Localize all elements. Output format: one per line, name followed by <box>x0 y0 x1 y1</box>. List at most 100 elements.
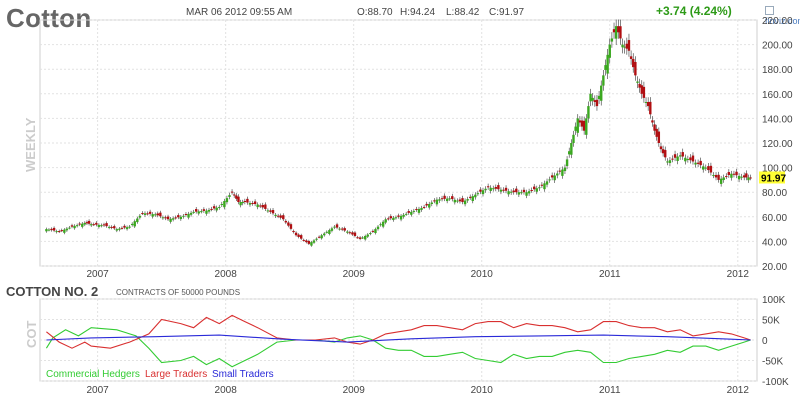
candle <box>570 143 573 155</box>
candle <box>606 54 609 74</box>
candle <box>95 222 98 225</box>
candle <box>251 203 254 205</box>
candle <box>305 240 308 243</box>
close-price: C:91.97 <box>489 7 525 18</box>
candle <box>343 228 346 231</box>
candle <box>189 212 193 215</box>
candle <box>256 204 259 208</box>
candle <box>671 158 674 160</box>
candle <box>572 134 575 143</box>
candle <box>325 231 328 233</box>
candle <box>138 215 142 218</box>
candle <box>642 86 646 98</box>
candle <box>484 188 487 191</box>
candle <box>284 220 288 223</box>
candle <box>381 221 385 227</box>
candle <box>507 191 510 195</box>
candle <box>612 29 616 33</box>
candle <box>576 118 579 133</box>
candle <box>230 191 234 193</box>
candle <box>100 225 103 227</box>
candle <box>463 200 467 205</box>
candle <box>453 199 457 203</box>
candle <box>52 227 56 231</box>
candle <box>276 215 280 217</box>
candle <box>146 213 149 215</box>
candle <box>466 199 469 201</box>
large-traders-line <box>46 314 751 349</box>
candle <box>182 215 185 217</box>
candle <box>50 228 53 231</box>
candle <box>646 102 650 107</box>
candle <box>399 215 403 220</box>
candle <box>164 217 167 219</box>
candle <box>60 230 63 232</box>
candle <box>125 227 129 230</box>
candle <box>87 220 91 224</box>
candle <box>294 232 298 236</box>
candle <box>499 189 503 192</box>
candle <box>610 38 614 42</box>
candle <box>184 213 188 215</box>
candle <box>402 214 405 217</box>
candle <box>110 226 113 228</box>
price-y-tick: 140.00 <box>762 114 793 125</box>
candle <box>458 199 462 202</box>
candle <box>545 181 549 185</box>
candle <box>597 95 601 100</box>
candle <box>346 231 349 233</box>
cot-x-tick: 2007 <box>86 385 109 396</box>
symbol-title: Cotton <box>6 3 92 33</box>
candle <box>392 217 395 221</box>
candle <box>338 228 341 230</box>
candle <box>694 162 697 165</box>
date-time: MAR 06 2012 09:55 AM <box>186 7 293 18</box>
candle <box>653 124 656 131</box>
candle <box>727 172 731 175</box>
candle <box>527 191 531 194</box>
candle <box>282 215 285 220</box>
candle <box>123 225 126 228</box>
candle <box>207 209 211 212</box>
candle <box>235 195 238 199</box>
candle <box>451 196 454 200</box>
candle <box>686 158 690 160</box>
cot-chart: -100K -50K 0 50K 100K 2007 2008 2009 2010 2011 20… <box>39 295 789 396</box>
candle <box>397 215 400 217</box>
legend-commercial: Commercial Hedgers <box>46 369 140 380</box>
candle <box>649 101 652 115</box>
candle <box>366 234 369 237</box>
candle <box>55 231 58 233</box>
candle <box>225 198 229 203</box>
price-x-tick: 2012 <box>727 269 750 280</box>
candle <box>749 177 752 179</box>
candle <box>374 229 377 234</box>
candle <box>410 211 413 215</box>
candle <box>174 217 177 219</box>
candle <box>471 196 474 202</box>
candle <box>456 200 459 202</box>
candle <box>591 97 594 101</box>
price-y-tick: 160.00 <box>762 90 793 101</box>
candle <box>118 228 121 230</box>
candle <box>287 222 290 226</box>
finviz-logo[interactable]: finviz.com <box>765 6 800 26</box>
candle <box>666 161 669 163</box>
candle <box>556 173 559 176</box>
candle <box>218 206 221 208</box>
candle <box>143 213 147 215</box>
candle <box>120 227 124 229</box>
candle <box>70 225 74 227</box>
candle <box>269 210 272 212</box>
candle <box>171 218 175 220</box>
candle <box>730 173 733 178</box>
candle <box>102 224 106 226</box>
candle <box>515 188 518 193</box>
candle <box>614 26 618 39</box>
price-y-tick: 120.00 <box>762 139 793 150</box>
candle <box>494 187 498 189</box>
candle <box>358 237 362 239</box>
candle <box>497 185 500 190</box>
candle <box>543 183 546 190</box>
candle <box>747 177 750 181</box>
